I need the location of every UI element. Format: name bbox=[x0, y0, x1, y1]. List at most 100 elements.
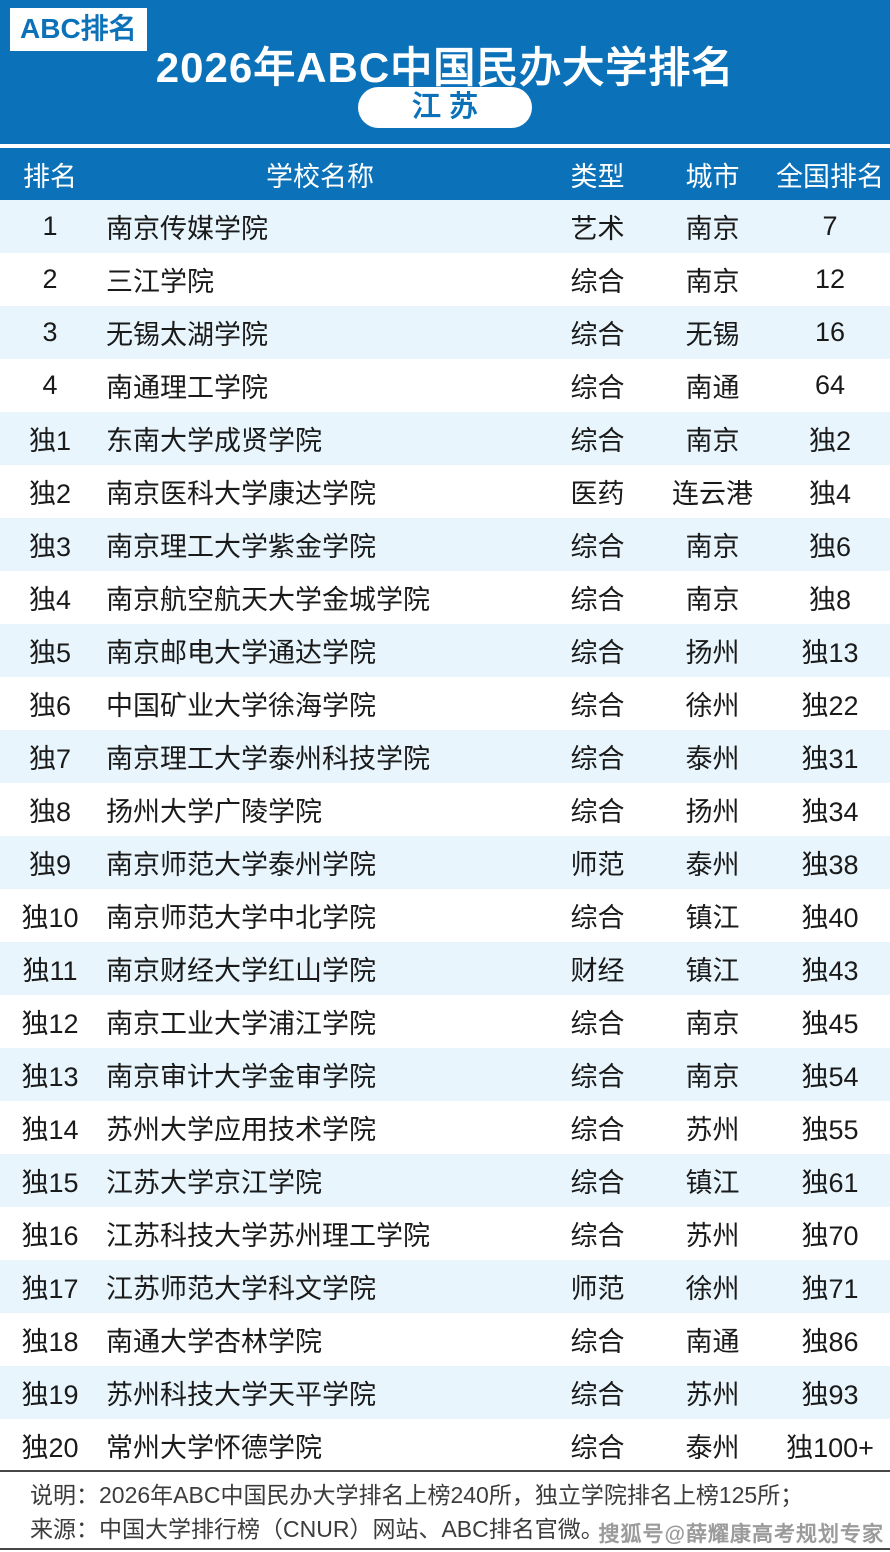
cell-national: 独31 bbox=[801, 744, 859, 774]
table-row: 独18 南通大学杏林学院 综合 南通 独86 bbox=[0, 1313, 890, 1366]
cell-name: 南京理工大学紫金学院 bbox=[106, 532, 376, 562]
cell-type: 综合 bbox=[570, 744, 625, 774]
footer-text: 说明：2026年ABC中国民办大学排名上榜240所，独立学院排名上榜125所； … bbox=[0, 1472, 890, 1546]
cell-name: 扬州大学广陵学院 bbox=[106, 797, 322, 827]
cell-city: 泰州 bbox=[685, 1433, 740, 1463]
cell-city: 镇江 bbox=[685, 1168, 740, 1198]
cell-rank: 独16 bbox=[21, 1221, 79, 1251]
cell-rank: 4 bbox=[42, 370, 58, 400]
cell-national: 独40 bbox=[801, 903, 859, 933]
cell-name: 南京传媒学院 bbox=[106, 214, 268, 244]
cell-rank: 独8 bbox=[28, 797, 72, 827]
cell-type: 综合 bbox=[570, 1433, 625, 1463]
cell-city: 扬州 bbox=[685, 638, 740, 668]
cell-type: 综合 bbox=[570, 1380, 625, 1410]
cell-rank: 独3 bbox=[28, 532, 72, 562]
table-row: 独16 江苏科技大学苏州理工学院 综合 苏州 独70 bbox=[0, 1207, 890, 1260]
cell-city: 南京 bbox=[685, 267, 740, 297]
cell-name: 三江学院 bbox=[106, 267, 214, 297]
table-row: 4 南通理工学院 综合 南通 64 bbox=[0, 359, 890, 412]
cell-name: 南通大学杏林学院 bbox=[106, 1327, 322, 1357]
table-row: 独15 江苏大学京江学院 综合 镇江 独61 bbox=[0, 1154, 890, 1207]
cell-national: 独6 bbox=[808, 532, 852, 562]
cell-rank: 独4 bbox=[28, 585, 72, 615]
column-header-school: 学校名称 bbox=[266, 161, 374, 192]
cell-rank: 独14 bbox=[21, 1115, 79, 1145]
table-row: 独11 南京财经大学红山学院 财经 镇江 独43 bbox=[0, 942, 890, 995]
table-row: 独4 南京航空航天大学金城学院 综合 南京 独8 bbox=[0, 571, 890, 624]
cell-city: 无锡 bbox=[685, 320, 740, 350]
table-row: 独6 中国矿业大学徐海学院 综合 徐州 独22 bbox=[0, 677, 890, 730]
cell-name: 苏州大学应用技术学院 bbox=[106, 1115, 376, 1145]
cell-type: 财经 bbox=[570, 956, 625, 986]
cell-city: 南京 bbox=[685, 214, 740, 244]
cell-name: 苏州科技大学天平学院 bbox=[106, 1380, 376, 1410]
table-row: 独10 南京师范大学中北学院 综合 镇江 独40 bbox=[0, 889, 890, 942]
header-divider bbox=[0, 144, 890, 148]
cell-national: 独70 bbox=[801, 1221, 859, 1251]
footer: 说明：2026年ABC中国民办大学排名上榜240所，独立学院排名上榜125所； … bbox=[0, 1470, 890, 1550]
cell-type: 综合 bbox=[570, 532, 625, 562]
cell-national: 独61 bbox=[801, 1168, 859, 1198]
cell-national: 12 bbox=[814, 264, 846, 294]
cell-rank: 独19 bbox=[21, 1380, 79, 1410]
table-row: 独9 南京师范大学泰州学院 师范 泰州 独38 bbox=[0, 836, 890, 889]
cell-rank: 1 bbox=[42, 211, 58, 241]
cell-type: 综合 bbox=[570, 903, 625, 933]
cell-national: 独55 bbox=[801, 1115, 859, 1145]
cell-city: 南京 bbox=[685, 426, 740, 456]
cell-rank: 独7 bbox=[28, 744, 72, 774]
cell-city: 镇江 bbox=[685, 903, 740, 933]
cell-rank: 独13 bbox=[21, 1062, 79, 1092]
cell-type: 综合 bbox=[570, 1062, 625, 1092]
cell-rank: 独5 bbox=[28, 638, 72, 668]
table-row: 独14 苏州大学应用技术学院 综合 苏州 独55 bbox=[0, 1101, 890, 1154]
cell-city: 苏州 bbox=[685, 1115, 740, 1145]
cell-type: 综合 bbox=[570, 320, 625, 350]
cell-name: 东南大学成贤学院 bbox=[106, 426, 322, 456]
region-badge: 江 苏 bbox=[358, 87, 532, 128]
cell-type: 综合 bbox=[570, 267, 625, 297]
table-header-row: 排名 学校名称 类型 城市 全国排名 bbox=[0, 148, 890, 200]
cell-name: 南通理工学院 bbox=[106, 373, 268, 403]
cell-rank: 独11 bbox=[22, 956, 78, 986]
cell-rank: 独12 bbox=[21, 1009, 79, 1039]
table-row: 独1 东南大学成贤学院 综合 南京 独2 bbox=[0, 412, 890, 465]
column-header-city: 城市 bbox=[685, 161, 740, 192]
cell-city: 扬州 bbox=[685, 797, 740, 827]
cell-national: 独8 bbox=[808, 585, 852, 615]
cell-national: 64 bbox=[814, 370, 846, 400]
column-header-rank: 排名 bbox=[23, 161, 77, 192]
cell-national: 独22 bbox=[801, 691, 859, 721]
cell-national: 独45 bbox=[801, 1009, 859, 1039]
cell-city: 泰州 bbox=[685, 850, 740, 880]
cell-name: 南京航空航天大学金城学院 bbox=[106, 585, 430, 615]
table-row: 独2 南京医科大学康达学院 医药 连云港 独4 bbox=[0, 465, 890, 518]
table-row: 2 三江学院 综合 南京 12 bbox=[0, 253, 890, 306]
table-row: 独13 南京审计大学金审学院 综合 南京 独54 bbox=[0, 1048, 890, 1101]
cell-type: 综合 bbox=[570, 1221, 625, 1251]
cell-national: 7 bbox=[822, 211, 838, 241]
column-header-type: 类型 bbox=[570, 161, 625, 192]
cell-name: 无锡太湖学院 bbox=[106, 320, 268, 350]
cell-rank: 独17 bbox=[21, 1274, 79, 1304]
cell-name: 南京审计大学金审学院 bbox=[106, 1062, 376, 1092]
page-header: ABC排名 2026年ABC中国民办大学排名 江 苏 bbox=[0, 0, 890, 144]
cell-rank: 独20 bbox=[21, 1433, 79, 1463]
cell-city: 泰州 bbox=[685, 744, 740, 774]
cell-city: 南通 bbox=[685, 373, 740, 403]
cell-city: 南京 bbox=[685, 532, 740, 562]
cell-name: 江苏师范大学科文学院 bbox=[106, 1274, 376, 1304]
cell-city: 苏州 bbox=[685, 1380, 740, 1410]
cell-type: 综合 bbox=[570, 1168, 625, 1198]
cell-name: 常州大学怀德学院 bbox=[106, 1433, 322, 1463]
cell-rank: 3 bbox=[42, 317, 58, 347]
table-row: 独3 南京理工大学紫金学院 综合 南京 独6 bbox=[0, 518, 890, 571]
cell-type: 综合 bbox=[570, 426, 625, 456]
cell-name: 南京师范大学泰州学院 bbox=[106, 850, 376, 880]
cell-type: 综合 bbox=[570, 797, 625, 827]
cell-city: 南京 bbox=[685, 585, 740, 615]
cell-type: 综合 bbox=[570, 373, 625, 403]
brand-badge: ABC排名 bbox=[10, 8, 147, 51]
